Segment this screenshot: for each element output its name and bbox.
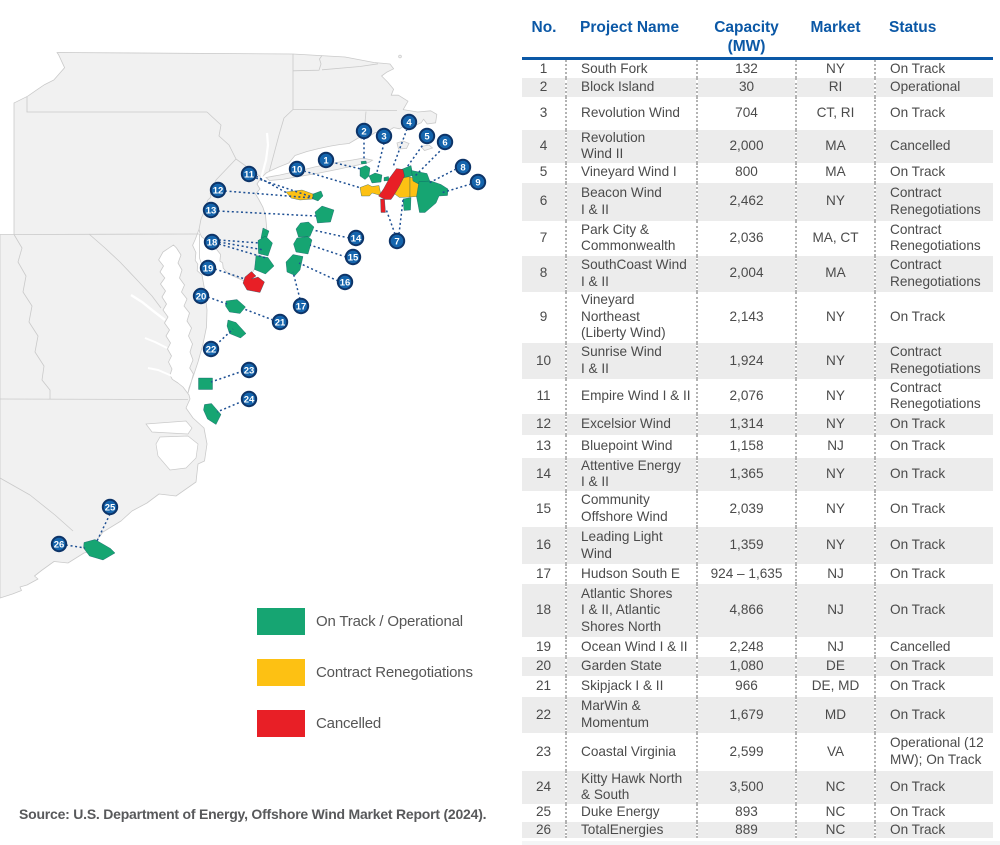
svg-text:19: 19 [203, 263, 214, 274]
svg-text:1: 1 [323, 155, 329, 166]
svg-text:20: 20 [196, 291, 207, 302]
svg-text:9: 9 [475, 177, 480, 188]
svg-text:16: 16 [340, 277, 351, 288]
svg-text:8: 8 [460, 162, 465, 173]
svg-text:5: 5 [424, 131, 430, 142]
svg-text:12: 12 [213, 185, 224, 196]
svg-text:6: 6 [442, 137, 447, 148]
svg-text:7: 7 [394, 236, 399, 247]
svg-text:21: 21 [275, 317, 286, 328]
svg-text:25: 25 [105, 502, 116, 513]
svg-text:24: 24 [244, 394, 255, 405]
svg-text:17: 17 [296, 301, 307, 312]
svg-text:15: 15 [348, 252, 359, 263]
svg-text:10: 10 [292, 164, 303, 175]
svg-text:14: 14 [351, 233, 362, 244]
svg-text:23: 23 [244, 365, 255, 376]
svg-text:13: 13 [206, 205, 217, 216]
svg-text:4: 4 [406, 117, 412, 128]
svg-text:11: 11 [244, 169, 255, 180]
svg-text:18: 18 [207, 237, 218, 248]
svg-text:26: 26 [54, 539, 65, 550]
svg-text:3: 3 [381, 131, 386, 142]
svg-text:2: 2 [361, 126, 366, 137]
svg-text:22: 22 [206, 344, 217, 355]
